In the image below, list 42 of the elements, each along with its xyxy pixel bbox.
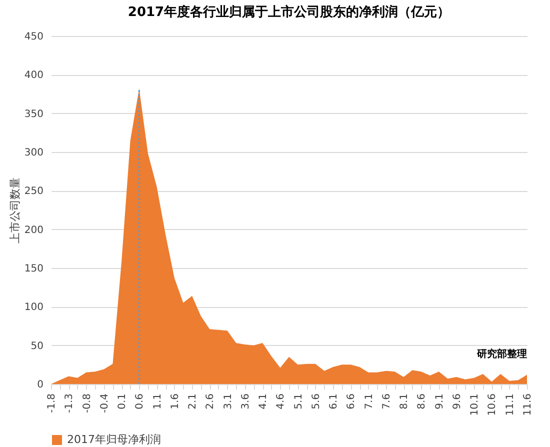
legend-label: 2017年归母净利润 [67, 433, 161, 446]
y-tick-label: 300 [24, 148, 44, 158]
x-tick-label: 2.6 [205, 394, 216, 410]
y-tick-label: 400 [24, 70, 44, 82]
x-tick-label: -1.8 [46, 394, 58, 414]
x-tick-label: 5.6 [310, 394, 322, 410]
x-tick-label: 4.1 [258, 394, 270, 410]
x-tick-label: 10.6 [487, 394, 498, 416]
x-tick-label: 5.1 [293, 394, 304, 410]
x-tick-label: 1.1 [152, 394, 164, 410]
x-tick-label: 11.1 [504, 394, 516, 416]
y-tick-label: 50 [30, 340, 44, 352]
y-axis-title: 上市公司数量 [8, 178, 22, 244]
x-tick-label: -0.4 [99, 394, 110, 414]
x-tick-label: 10.1 [470, 394, 481, 416]
x-tick-label: 2.1 [188, 394, 199, 410]
chart-title: 2017年度各行业归属于上市公司股东的净利润（亿元） [128, 4, 450, 20]
x-tick-label: 3.6 [240, 394, 252, 410]
x-tick-label: 1.6 [170, 394, 181, 410]
x-tick-label: 3.1 [222, 394, 234, 410]
x-tick-label: -1.3 [64, 394, 76, 414]
x-tick-label: 6.6 [346, 394, 358, 410]
x-tick-label: 4.6 [276, 394, 287, 410]
y-tick-label: 0 [37, 380, 44, 390]
x-tick-label: 9.1 [434, 394, 446, 410]
x-tick-label: 9.6 [452, 394, 463, 410]
x-tick-label: 8.1 [399, 394, 410, 410]
y-tick-label: 450 [24, 32, 44, 42]
x-tick-label: 0.6 [134, 394, 146, 410]
annotation: 研究部整理 [476, 348, 527, 360]
y-tick-label: 350 [24, 108, 44, 120]
y-tick-label: 150 [24, 264, 44, 274]
y-tick-label: 250 [24, 186, 44, 198]
x-tick-label: -0.8 [82, 394, 93, 414]
x-tick-label: 7.6 [381, 394, 392, 410]
x-tick-label: 11.6 [522, 394, 534, 416]
x-tick-label: 0.1 [117, 394, 128, 410]
x-tick-label: 6.1 [328, 394, 340, 410]
y-tick-label: 200 [24, 224, 44, 236]
x-tick-label: 7.1 [364, 394, 375, 410]
y-tick-label: 100 [24, 302, 44, 314]
x-tick-label: 8.6 [416, 394, 428, 410]
